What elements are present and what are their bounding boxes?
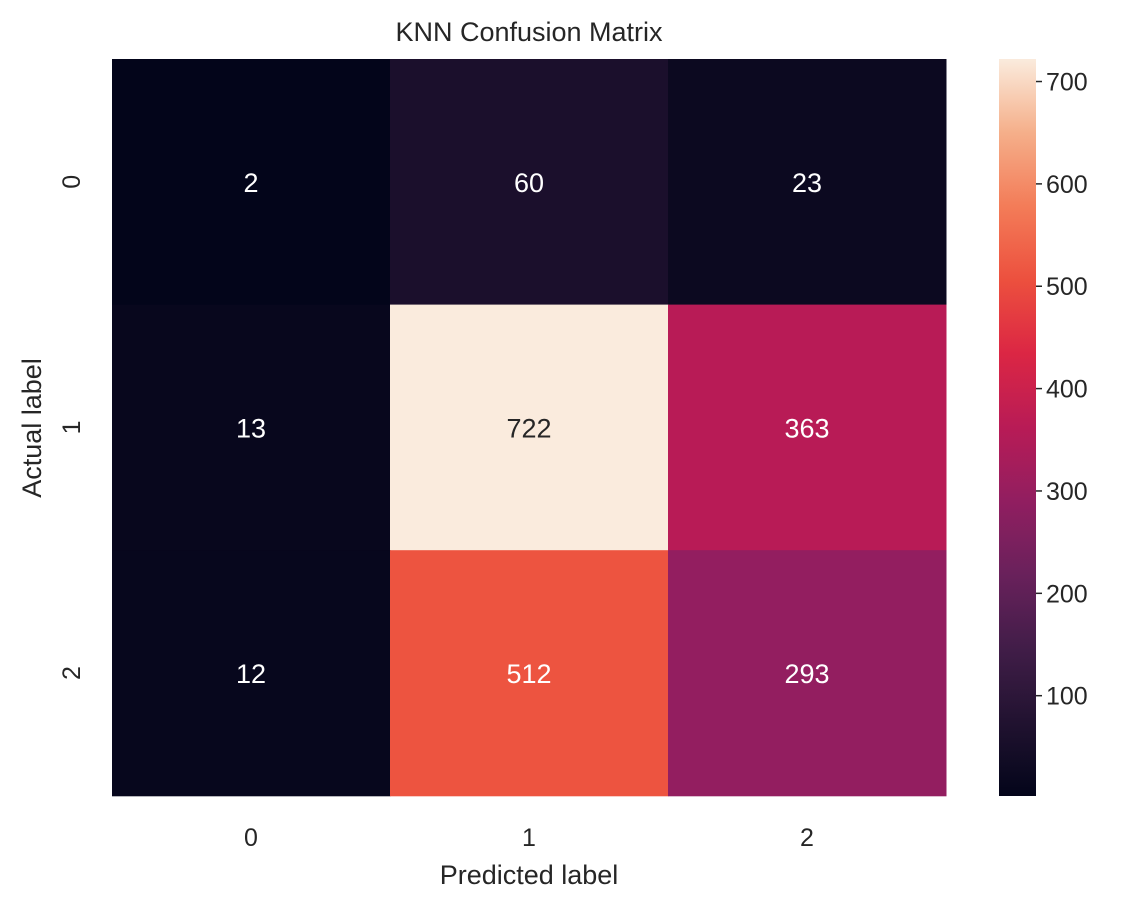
heatmap-cell — [390, 550, 669, 797]
y-tick-label: 0 — [58, 175, 86, 189]
colorbar-tick-label: 700 — [1046, 69, 1088, 97]
colorbar-gradient — [999, 59, 1036, 796]
colorbar-tick-label: 100 — [1046, 683, 1088, 711]
heatmap-cell — [390, 59, 669, 306]
heatmap-cell — [112, 304, 391, 551]
x-tick-label: 2 — [800, 824, 814, 852]
cell-value-label: 12 — [236, 659, 266, 689]
heatmap-cell — [668, 304, 947, 551]
y-tick-labels: 0 1 2 — [58, 175, 86, 680]
cell-value-label: 512 — [506, 659, 551, 689]
x-tick-labels: 0 1 2 — [244, 824, 814, 852]
y-axis-label: Actual label — [17, 358, 47, 498]
cell-value-label: 13 — [236, 413, 266, 443]
colorbar-ticks: 100 200 300 400 500 600 700 — [1036, 69, 1088, 711]
heatmap-cell — [390, 304, 669, 551]
cell-value-label: 23 — [792, 168, 822, 198]
cell-value-label: 60 — [514, 168, 544, 198]
colorbar — [999, 59, 1036, 796]
cell-value-label: 2 — [243, 168, 258, 198]
heatmap-cell — [668, 550, 947, 797]
x-tick-label: 0 — [244, 824, 258, 852]
cell-value-label: 722 — [506, 413, 551, 443]
colorbar-tick-label: 500 — [1046, 273, 1088, 301]
colorbar-tick-label: 200 — [1046, 580, 1088, 608]
y-tick-label: 2 — [58, 666, 86, 680]
chart-title: KNN Confusion Matrix — [395, 17, 663, 47]
heatmap-cell — [112, 59, 391, 306]
cell-annotations: 2 60 23 13 722 363 12 512 293 — [236, 168, 830, 689]
colorbar-tick-label: 600 — [1046, 171, 1088, 199]
y-tick-label: 1 — [58, 420, 86, 434]
cell-value-label: 363 — [784, 413, 829, 443]
cell-value-label: 293 — [784, 659, 829, 689]
x-tick-label: 1 — [522, 824, 536, 852]
colorbar-tick-label: 300 — [1046, 478, 1088, 506]
x-axis-label: Predicted label — [440, 860, 619, 890]
heatmap-cells — [112, 59, 947, 797]
heatmap-cell — [668, 59, 947, 306]
colorbar-tick-label: 400 — [1046, 376, 1088, 404]
heatmap-cell — [112, 550, 391, 797]
